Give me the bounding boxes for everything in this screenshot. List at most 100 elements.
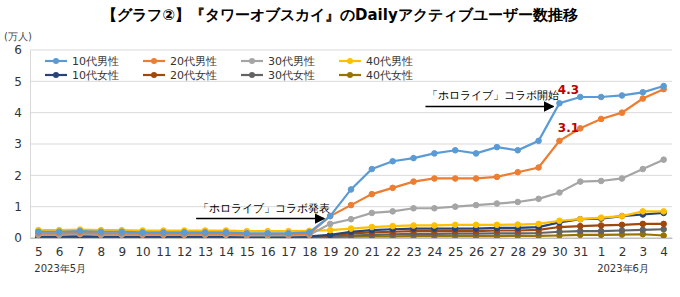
y-axis-title: (万人)	[4, 31, 32, 42]
series-point	[494, 144, 500, 150]
x-tick: 16	[260, 238, 275, 259]
x-axis-line	[31, 238, 673, 239]
series-point	[390, 185, 396, 191]
legend-item: 30代女性	[241, 69, 315, 82]
x-tick-label: 30	[552, 245, 567, 259]
series-point	[327, 227, 333, 233]
x-tick-label: 12	[177, 245, 192, 259]
x-tick-label: 1	[598, 245, 606, 259]
x-tick: 15	[240, 238, 255, 259]
x-tick: 29	[531, 238, 546, 259]
y-tick: 0	[14, 231, 30, 245]
series-point	[577, 179, 583, 185]
x-tick: 9	[118, 238, 126, 259]
annotations: 「ホロライブ」コラボ発表「ホロライブ」コラボ開始4.33.1	[196, 83, 579, 218]
series-point	[577, 216, 583, 222]
x-tick-label: 3	[639, 245, 647, 259]
series-point	[244, 231, 250, 237]
legend-item: 10代女性	[45, 69, 119, 82]
series-point	[598, 223, 604, 229]
series-point	[619, 110, 625, 116]
x-tick-label: 10	[135, 245, 150, 259]
series-point	[223, 230, 229, 236]
annotation-arrow	[425, 106, 553, 108]
series-line	[38, 86, 663, 233]
legend-label: 40代女性	[366, 69, 413, 82]
series-point	[390, 209, 396, 215]
series-point	[98, 229, 104, 235]
series-point	[494, 174, 500, 180]
y-tick: 1	[14, 200, 30, 214]
series-point	[598, 178, 604, 184]
series-point	[432, 176, 438, 182]
grid-line	[30, 175, 672, 176]
series-point	[77, 228, 83, 234]
y-tick-label: 4	[14, 106, 22, 120]
legend-marker	[347, 72, 353, 78]
y-axis-line	[30, 51, 31, 239]
series-point	[619, 228, 625, 234]
series-point	[577, 223, 583, 229]
x-axis: 5678910111213141516171819202122232425262…	[31, 238, 673, 259]
series-point	[536, 196, 542, 202]
series-point	[598, 94, 604, 100]
x-tick-label: 18	[302, 245, 317, 259]
series-point	[473, 176, 479, 182]
series-point	[432, 223, 438, 229]
x-tick: 10	[135, 238, 150, 259]
series-point	[432, 151, 438, 157]
series-point	[598, 228, 604, 234]
x-tick-label: 9	[118, 245, 126, 259]
series-point	[265, 231, 271, 237]
x-tick-label: 19	[323, 245, 338, 259]
x-tick-label: 17	[281, 245, 296, 259]
x-tick-label: 22	[386, 245, 401, 259]
legend-marker	[53, 72, 59, 78]
series-point	[161, 230, 167, 236]
series-point	[473, 202, 479, 208]
series-point	[286, 231, 292, 237]
series-point	[202, 230, 208, 236]
x-tick: 8	[98, 238, 106, 259]
x-tick: 5	[35, 238, 43, 259]
y-tick-label: 6	[14, 43, 22, 57]
legend-item: 40代女性	[339, 69, 413, 82]
legend-item: 30代男性	[241, 55, 315, 68]
series-point	[661, 209, 667, 215]
series-point	[557, 138, 563, 144]
legend-item: 20代女性	[143, 69, 217, 82]
point-label: 4.3	[558, 83, 579, 97]
y-tick: 4	[14, 106, 30, 120]
x-tick-label: 29	[531, 245, 546, 259]
series-point	[557, 218, 563, 224]
series-point	[598, 216, 604, 222]
legend-label: 10代女性	[72, 69, 119, 82]
annotation-text: 「ホロライブ」コラボ開始	[427, 89, 559, 101]
series-point	[369, 224, 375, 230]
y-tick: 6	[14, 43, 30, 57]
y-tick-label: 2	[14, 169, 22, 183]
x-tick: 23	[406, 238, 421, 259]
series-point	[327, 221, 333, 227]
series-point	[640, 227, 646, 233]
series-point	[452, 147, 458, 153]
series-point	[536, 138, 542, 144]
x-group-label: 2023年5月	[34, 263, 86, 274]
grid	[30, 50, 672, 238]
series-point	[327, 213, 333, 219]
y-tick-label: 5	[14, 75, 22, 89]
x-tick-label: 5	[35, 245, 43, 259]
series-point	[369, 191, 375, 197]
x-tick: 13	[198, 238, 213, 259]
series-point	[432, 205, 438, 211]
series-point	[411, 155, 417, 161]
series-point	[661, 83, 667, 89]
x-tick-label: 25	[448, 245, 463, 259]
chart: 【グラフ②】『タワーオブスカイ』のDailyアクティブユーザー数推移(万人)01…	[0, 0, 680, 297]
series-point	[619, 222, 625, 228]
legend-marker	[151, 58, 157, 64]
series-point	[515, 147, 521, 153]
y-tick-label: 3	[14, 137, 22, 151]
x-tick: 31	[573, 238, 588, 259]
series-point	[181, 230, 187, 236]
